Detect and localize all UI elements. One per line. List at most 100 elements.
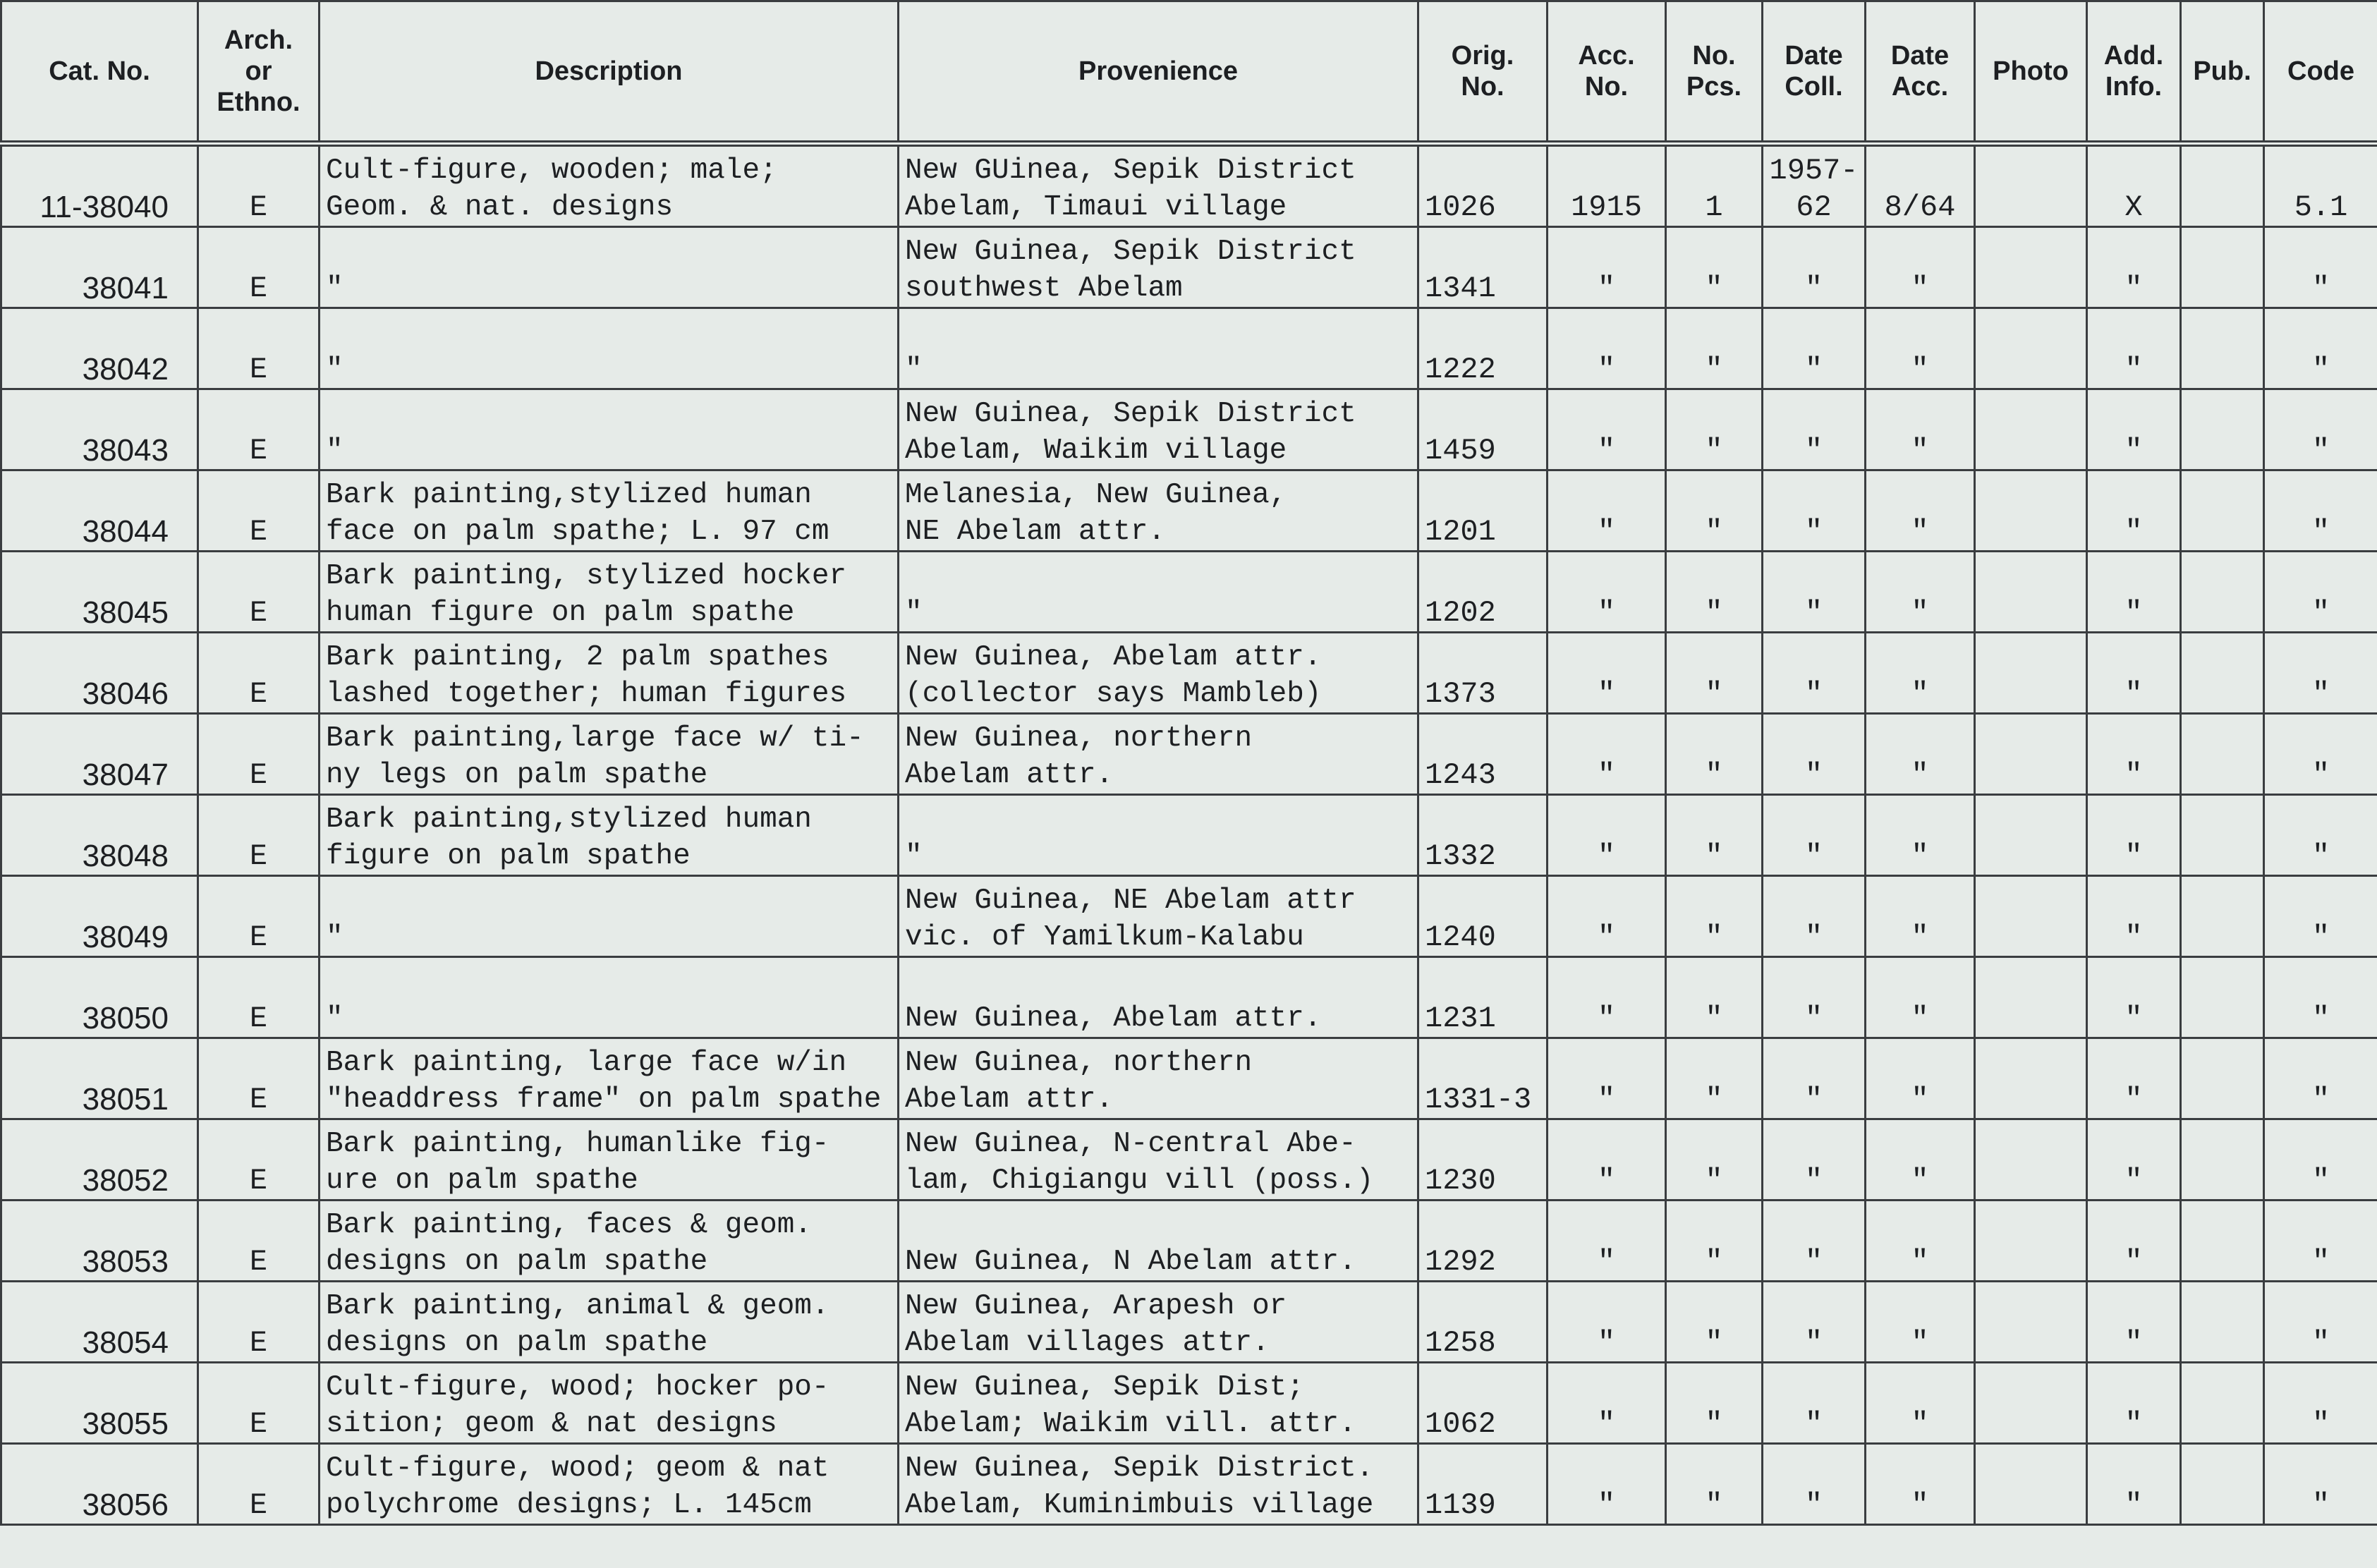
catalog-row: 38055 E Cult-figure, wood; hocker po- siti… (0, 1361, 2377, 1445)
catalog-row: 38051 E Bark painting, large face w/in "he… (0, 1037, 2377, 1120)
cell: New Guinea, Abelam attr. (collector says… (897, 631, 1419, 715)
cell: E (197, 712, 320, 796)
column-header: Date Coll. (1761, 0, 1866, 147)
cell: " (1665, 1037, 1763, 1120)
cell: Cult-figure, wood; geom & nat polychrome… (318, 1442, 899, 1526)
cell: Bark painting, animal & geom. designs on… (318, 1280, 899, 1363)
cell: E (197, 550, 320, 633)
cell: " (1665, 226, 1763, 309)
cell: Melanesia, New Guinea, NE Abelam attr. (897, 469, 1419, 552)
cell (2180, 307, 2265, 390)
cell: " (1864, 1442, 1976, 1526)
cell: 1957- 62 (1761, 142, 1866, 228)
catalog-row: 38052 E Bark painting, humanlike fig- ure … (0, 1118, 2377, 1201)
cell: 11-38040 (0, 142, 199, 228)
cell: 38045 (0, 550, 199, 633)
cell: " (1864, 875, 1976, 958)
cell: " (2086, 1361, 2182, 1445)
cell: E (197, 1199, 320, 1282)
catalog-row: 38047 E Bark painting,large face w/ ti- ny… (0, 712, 2377, 796)
cell: " (2086, 956, 2182, 1039)
cell: New Guinea, Arapesh or Abelam villages a… (897, 1280, 1419, 1363)
cell: 1459 (1417, 388, 1548, 471)
cell: " (1665, 388, 1763, 471)
cell: " (1761, 388, 1866, 471)
cell: 1222 (1417, 307, 1548, 390)
cell: " (1546, 956, 1667, 1039)
cell (2180, 1442, 2265, 1526)
cell: " (1864, 794, 1976, 877)
cell: " (897, 307, 1419, 390)
cell: E (197, 307, 320, 390)
cell: " (2263, 469, 2377, 552)
cell (2180, 1361, 2265, 1445)
column-header: Provenience (897, 0, 1419, 147)
cell: " (2086, 1037, 2182, 1120)
cell: 1331-3 (1417, 1037, 1548, 1120)
cell: " (318, 388, 899, 471)
table-body: 11-38040 E Cult-figure, wooden; male; Geom… (0, 142, 2377, 1526)
cell: Bark painting,stylized human face on pal… (318, 469, 899, 552)
cell (2180, 712, 2265, 796)
cell: 1240 (1417, 875, 1548, 958)
cell (1974, 1280, 2088, 1363)
cell: " (1761, 712, 1866, 796)
cell: 1202 (1417, 550, 1548, 633)
cell: " (2263, 631, 2377, 715)
cell: " (2086, 875, 2182, 958)
cell: " (318, 226, 899, 309)
cell: " (1761, 550, 1866, 633)
catalog-row: 38041 E " New Guinea, Sepik District southw… (0, 226, 2377, 309)
cell: " (1864, 712, 1976, 796)
cell: " (2263, 794, 2377, 877)
cell: " (1761, 469, 1866, 552)
catalog-row: 38044 E Bark painting,stylized human face … (0, 469, 2377, 552)
cell: Bark painting,large face w/ ti- ny legs … (318, 712, 899, 796)
cell: 1373 (1417, 631, 1548, 715)
cell: " (1864, 307, 1976, 390)
cell: 1201 (1417, 469, 1548, 552)
cell: " (1761, 794, 1866, 877)
cell: " (1761, 307, 1866, 390)
cell: 38055 (0, 1361, 199, 1445)
cell: E (197, 956, 320, 1039)
cell: " (1761, 956, 1866, 1039)
cell (1974, 550, 2088, 633)
cell: " (2263, 1199, 2377, 1282)
cell: New Guinea, N-central Abe- lam, Chigiang… (897, 1118, 1419, 1201)
cell: E (197, 631, 320, 715)
cell: " (1546, 1118, 1667, 1201)
cell: New Guinea, Abelam attr. (897, 956, 1419, 1039)
cell: " (1546, 794, 1667, 877)
cell: " (1665, 550, 1763, 633)
cell: New Guinea, NE Abelam attr vic. of Yamil… (897, 875, 1419, 958)
cell: " (2086, 388, 2182, 471)
cell (1974, 226, 2088, 309)
catalog-row: 38048 E Bark painting,stylized human figur… (0, 794, 2377, 877)
cell: " (1761, 1280, 1866, 1363)
cell: " (1665, 875, 1763, 958)
cell: E (197, 1442, 320, 1526)
cell: " (2086, 1118, 2182, 1201)
cell (1974, 1199, 2088, 1282)
cell (1974, 1118, 2088, 1201)
cell (2180, 794, 2265, 877)
cell: Bark painting, large face w/in "headdres… (318, 1037, 899, 1120)
header-row: Cat. No. Arch. or Ethno. Description Proven… (0, 0, 2377, 147)
cell: E (197, 794, 320, 877)
cell: " (1761, 1118, 1866, 1201)
column-header: Date Acc. (1864, 0, 1976, 147)
cell (1974, 956, 2088, 1039)
cell: " (1546, 1280, 1667, 1363)
cell: E (197, 142, 320, 228)
cell: New Guinea, N Abelam attr. (897, 1199, 1419, 1282)
cell: " (2263, 550, 2377, 633)
cell: E (197, 1118, 320, 1201)
cell: Bark painting, humanlike fig- ure on pal… (318, 1118, 899, 1201)
column-header: Code (2263, 0, 2377, 147)
cell (1974, 142, 2088, 228)
cell: " (2263, 1037, 2377, 1120)
cell: 1332 (1417, 794, 1548, 877)
catalog-row: 38046 E Bark painting, 2 palm spathes lash… (0, 631, 2377, 715)
